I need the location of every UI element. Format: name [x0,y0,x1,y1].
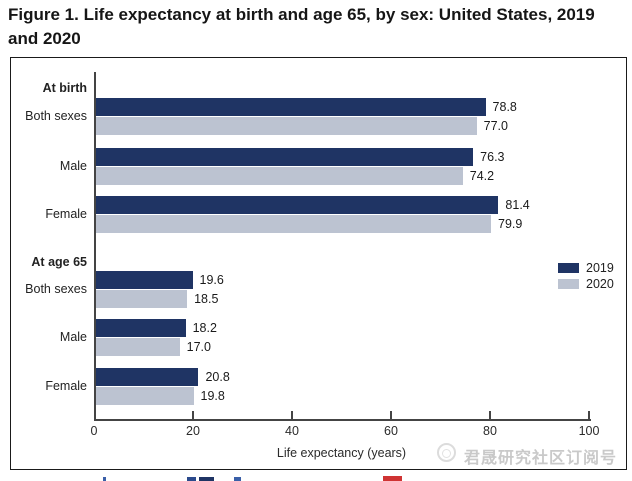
cutoff-text-fragment [187,477,196,481]
bar-2020-both-sexes [95,290,188,308]
legend-swatch-2020 [558,279,579,289]
x-tick-label: 40 [285,424,299,438]
x-axis-tick [291,411,293,419]
bar-2020-male [95,167,463,185]
cutoff-image-fragment [383,476,402,481]
x-tick-label: 80 [483,424,497,438]
bar-value-label: 81.4 [505,198,530,212]
bar-value-label: 19.6 [199,273,224,287]
group-label: At age 65 [31,255,87,269]
category-label: Male [59,329,87,344]
bar-2019-female [95,368,199,386]
x-axis-tick [489,411,491,419]
bar-2020-female [95,215,491,233]
bar-value-label: 77.0 [483,119,508,133]
legend-label-2020: 2020 [586,277,614,291]
category-label: Female [45,378,87,393]
x-tick-label: 0 [90,424,98,438]
bar-2020-both-sexes [95,117,477,135]
x-axis-tick [588,411,590,419]
bar-value-label: 19.8 [200,389,225,403]
category-label: Female [45,206,87,221]
cutoff-text-fragment [103,477,106,481]
x-axis-line [94,419,591,421]
cutoff-text-fragment [234,477,241,481]
bar-value-label: 79.9 [498,217,523,231]
bar-value-label: 76.3 [480,150,505,164]
x-tick-label: 100 [578,424,600,438]
x-tick-label: 60 [384,424,398,438]
x-tick-label: 20 [186,424,200,438]
category-label: Both sexes [25,281,87,296]
watermark: 君晟研究社区订阅号 [437,442,627,467]
bar-2019-both-sexes [95,271,193,289]
bar-2020-female [95,387,194,405]
category-label: Both sexes [25,108,87,123]
bar-2019-female [95,196,499,214]
group-label: At birth [42,81,87,95]
x-axis-tick [390,411,392,419]
x-axis-tick [192,411,194,419]
bar-value-label: 74.2 [469,169,495,183]
bar-2020-male [95,338,180,356]
bar-value-label: 18.5 [194,292,219,306]
chart-frame: 君晟研究社区订阅号 0 20 40 60 80 100 Life expectancy (y… [10,57,627,470]
legend-swatch-2019 [558,263,579,273]
watermark-logo-icon [437,443,456,462]
bar-value-label: 78.8 [492,100,517,114]
bar-value-label: 20.8 [205,370,230,384]
bar-2019-male [95,319,186,337]
x-axis-label: Life expectancy (years) [276,446,407,460]
watermark-text: 君晟研究社区订阅号 [464,450,618,467]
category-label: Male [59,158,87,173]
bar-2019-male [95,148,474,166]
figure-title: Figure 1. Life expectancy at birth and a… [8,5,595,48]
legend-label-2019: 2019 [586,261,614,275]
bar-value-label: 17.0 [186,340,211,354]
y-axis-line [94,72,96,421]
bar-value-label: 18.2 [192,321,217,335]
bar-2019-both-sexes [95,98,486,116]
cutoff-text-fragment [199,477,214,481]
